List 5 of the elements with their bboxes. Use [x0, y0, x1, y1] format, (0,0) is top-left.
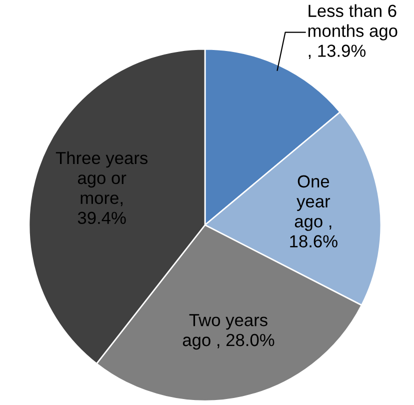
slice-label: Less than 6 months ago: [308, 4, 398, 40]
slice-label: One year ago , 18.6%: [290, 175, 338, 248]
slice-label: Two years ago , 28.0%: [182, 314, 274, 350]
slice-label: Three years ago or more, 39.4%: [56, 151, 148, 224]
data-label: , 13.9%: [308, 44, 366, 59]
